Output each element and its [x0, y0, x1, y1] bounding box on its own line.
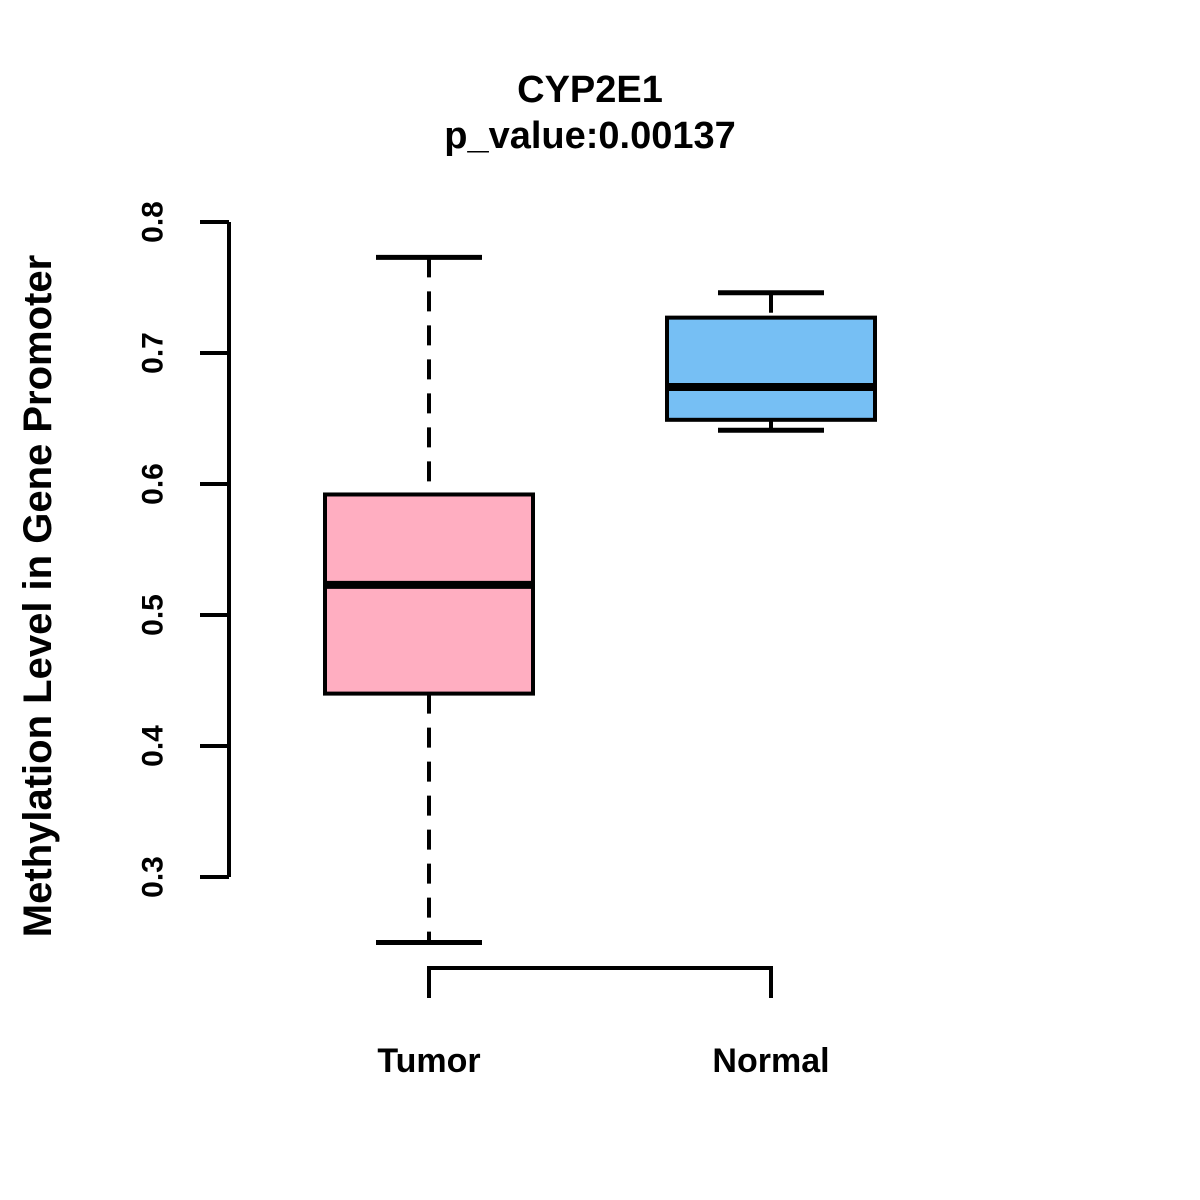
tumor-box: [323, 492, 535, 696]
y-tick-label: 0.4: [137, 725, 170, 767]
normal-box: [665, 315, 877, 422]
x-axis-bracket: [427, 966, 773, 998]
y-tick-label: 0.3: [137, 856, 170, 898]
x-category-label-normal: Normal: [712, 1042, 829, 1080]
x-category-label-tumor: Tumor: [377, 1042, 480, 1080]
y-tick-label: 0.8: [137, 201, 170, 243]
y-tick-label: 0.7: [137, 332, 170, 374]
y-tick-label: 0.5: [137, 594, 170, 636]
chart-title: CYP2E1: [517, 69, 663, 111]
y-axis-title: Methylation Level in Gene Promoter: [16, 254, 60, 938]
chart-subtitle: p_value:0.00137: [444, 115, 736, 157]
y-tick-label: 0.6: [137, 463, 170, 505]
